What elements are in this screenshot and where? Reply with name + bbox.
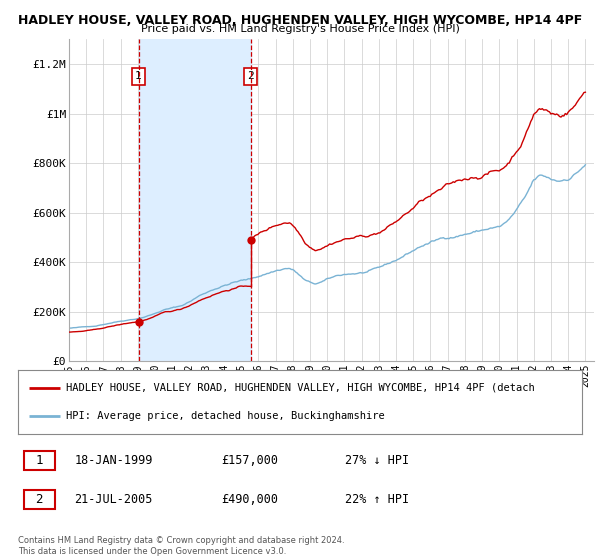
FancyBboxPatch shape: [23, 490, 55, 509]
Text: 22% ↑ HPI: 22% ↑ HPI: [345, 493, 409, 506]
Text: Price paid vs. HM Land Registry's House Price Index (HPI): Price paid vs. HM Land Registry's House …: [140, 24, 460, 34]
Text: 2: 2: [247, 71, 254, 81]
Text: 18-JAN-1999: 18-JAN-1999: [74, 454, 153, 466]
Text: 2: 2: [35, 493, 43, 506]
Text: 21-JUL-2005: 21-JUL-2005: [74, 493, 153, 506]
Text: 1: 1: [135, 71, 142, 81]
Text: HPI: Average price, detached house, Buckinghamshire: HPI: Average price, detached house, Buck…: [66, 411, 385, 421]
Text: HADLEY HOUSE, VALLEY ROAD, HUGHENDEN VALLEY, HIGH WYCOMBE, HP14 4PF (detach: HADLEY HOUSE, VALLEY ROAD, HUGHENDEN VAL…: [66, 382, 535, 393]
FancyBboxPatch shape: [23, 451, 55, 470]
Text: Contains HM Land Registry data © Crown copyright and database right 2024.
This d: Contains HM Land Registry data © Crown c…: [18, 536, 344, 556]
Bar: [139, 39, 251, 361]
Text: £490,000: £490,000: [221, 493, 278, 506]
Text: £157,000: £157,000: [221, 454, 278, 466]
Text: HADLEY HOUSE, VALLEY ROAD, HUGHENDEN VALLEY, HIGH WYCOMBE, HP14 4PF: HADLEY HOUSE, VALLEY ROAD, HUGHENDEN VAL…: [18, 14, 582, 27]
Text: 27% ↓ HPI: 27% ↓ HPI: [345, 454, 409, 466]
Text: 1: 1: [35, 454, 43, 466]
